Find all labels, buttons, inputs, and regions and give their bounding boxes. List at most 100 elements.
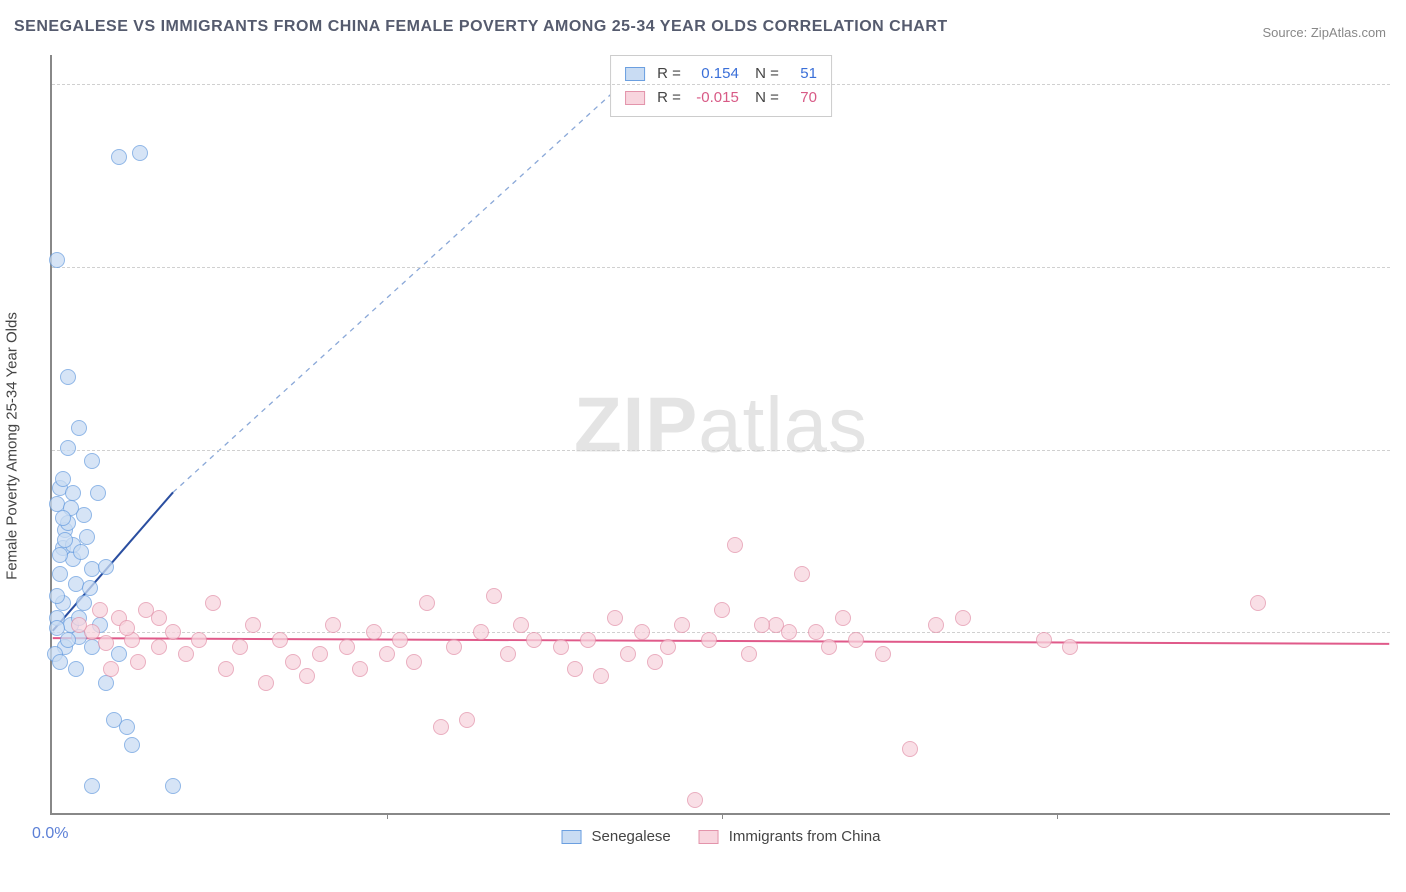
n-label: N = <box>747 86 779 110</box>
data-point <box>49 252 65 268</box>
legend-item: Senegalese <box>562 828 671 845</box>
data-point <box>60 369 76 385</box>
data-point <box>52 654 68 670</box>
xtick-label: 0.0% <box>32 825 68 843</box>
xtick-minor <box>387 813 388 819</box>
gridline-h <box>52 267 1390 268</box>
data-point <box>76 595 92 611</box>
data-point <box>119 719 135 735</box>
data-point <box>92 602 108 618</box>
data-point <box>593 668 609 684</box>
data-point <box>218 661 234 677</box>
data-point <box>191 632 207 648</box>
ytick-label: 25.0% <box>1400 441 1406 459</box>
data-point <box>55 471 71 487</box>
r-value: -0.015 <box>689 86 739 110</box>
data-point <box>928 617 944 633</box>
data-point <box>52 547 68 563</box>
data-point <box>339 639 355 655</box>
data-point <box>60 440 76 456</box>
legend-swatch <box>625 91 645 105</box>
data-point <box>57 532 73 548</box>
data-point <box>366 624 382 640</box>
data-point <box>272 632 288 648</box>
stats-row: R = -0.015 N = 70 <box>625 86 817 110</box>
data-point <box>821 639 837 655</box>
chart-plot-area: ZIPatlas R = 0.154 N = 51R = -0.015 N = … <box>50 55 1390 815</box>
data-point <box>132 145 148 161</box>
data-point <box>285 654 301 670</box>
legend-item: Immigrants from China <box>699 828 881 845</box>
data-point <box>245 617 261 633</box>
watermark-zip: ZIP <box>574 380 698 468</box>
data-point <box>553 639 569 655</box>
legend-swatch <box>699 830 719 844</box>
data-point <box>1062 639 1078 655</box>
data-point <box>151 639 167 655</box>
data-point <box>49 588 65 604</box>
data-point <box>52 566 68 582</box>
data-point <box>1250 595 1266 611</box>
trend-lines <box>52 55 1390 813</box>
data-point <box>165 778 181 794</box>
data-point <box>205 595 221 611</box>
data-point <box>111 149 127 165</box>
data-point <box>103 661 119 677</box>
data-point <box>902 741 918 757</box>
data-point <box>55 510 71 526</box>
data-point <box>71 617 87 633</box>
y-axis-label: Female Poverty Among 25-34 Year Olds <box>4 312 21 580</box>
source-text: Source: ZipAtlas.com <box>1262 25 1386 40</box>
data-point <box>130 654 146 670</box>
data-point <box>98 559 114 575</box>
data-point <box>65 485 81 501</box>
data-point <box>513 617 529 633</box>
data-point <box>794 566 810 582</box>
data-point <box>580 632 596 648</box>
data-point <box>232 639 248 655</box>
data-point <box>419 595 435 611</box>
data-point <box>90 485 106 501</box>
data-point <box>459 712 475 728</box>
data-point <box>1036 632 1052 648</box>
r-label: R = <box>657 62 681 86</box>
xtick-minor <box>1057 813 1058 819</box>
data-point <box>312 646 328 662</box>
data-point <box>741 646 757 662</box>
data-point <box>392 632 408 648</box>
data-point <box>955 610 971 626</box>
data-point <box>71 420 87 436</box>
data-point <box>98 675 114 691</box>
legend-label: Immigrants from China <box>729 828 881 845</box>
data-point <box>714 602 730 618</box>
data-point <box>82 580 98 596</box>
data-point <box>299 668 315 684</box>
data-point <box>124 737 140 753</box>
data-point <box>68 661 84 677</box>
data-point <box>848 632 864 648</box>
legend-swatch <box>625 67 645 81</box>
data-point <box>60 632 76 648</box>
data-point <box>500 646 516 662</box>
data-point <box>620 646 636 662</box>
data-point <box>178 646 194 662</box>
data-point <box>165 624 181 640</box>
watermark: ZIPatlas <box>574 379 868 470</box>
chart-title: SENEGALESE VS IMMIGRANTS FROM CHINA FEMA… <box>14 18 948 36</box>
data-point <box>634 624 650 640</box>
legend-swatch <box>562 830 582 844</box>
r-value: 0.154 <box>689 62 739 86</box>
data-point <box>567 661 583 677</box>
gridline-h <box>52 84 1390 85</box>
data-point <box>111 646 127 662</box>
data-point <box>352 661 368 677</box>
data-point <box>325 617 341 633</box>
ytick-label: 50.0% <box>1400 75 1406 93</box>
data-point <box>727 537 743 553</box>
data-point <box>258 675 274 691</box>
r-label: R = <box>657 86 681 110</box>
data-point <box>660 639 676 655</box>
data-point <box>98 635 114 651</box>
n-label: N = <box>747 62 779 86</box>
data-point <box>607 610 623 626</box>
